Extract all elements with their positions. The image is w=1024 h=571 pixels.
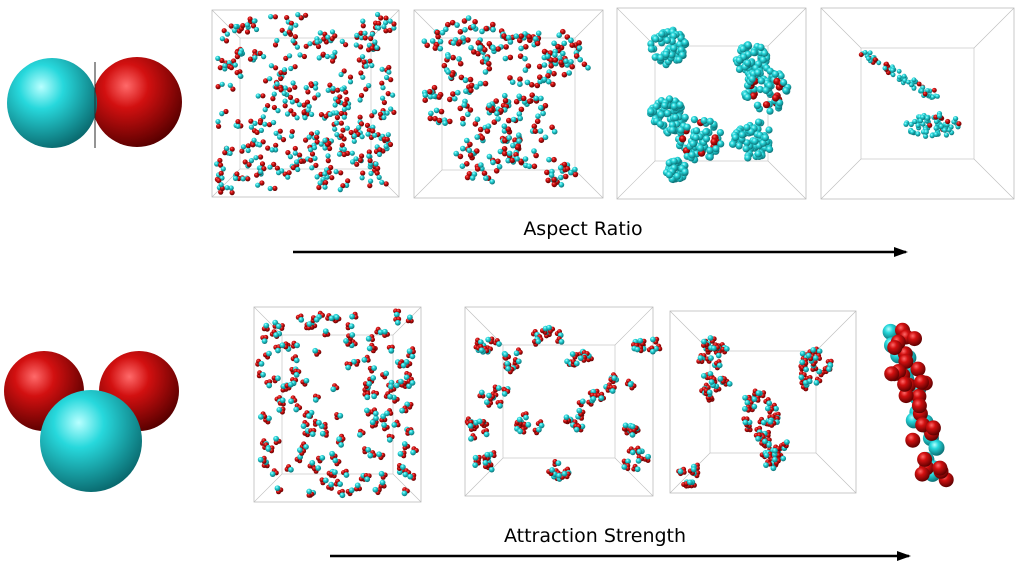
panel-aspect-3 xyxy=(616,7,807,200)
panel-attraction-4-closeup xyxy=(882,322,954,488)
panel-attraction-2 xyxy=(464,306,663,497)
trimer-molecule-icon xyxy=(4,351,179,492)
panel-aspect-1 xyxy=(211,9,400,198)
panel-aspect-4 xyxy=(820,7,1015,200)
panel-attraction-1 xyxy=(253,306,422,503)
panel-attraction-3 xyxy=(669,310,857,494)
attraction-strength-label: Attraction Strength xyxy=(504,525,686,547)
dimer-molecule-icon xyxy=(7,57,182,148)
aspect-ratio-label: Aspect Ratio xyxy=(523,218,642,240)
panel-aspect-2 xyxy=(413,9,604,199)
